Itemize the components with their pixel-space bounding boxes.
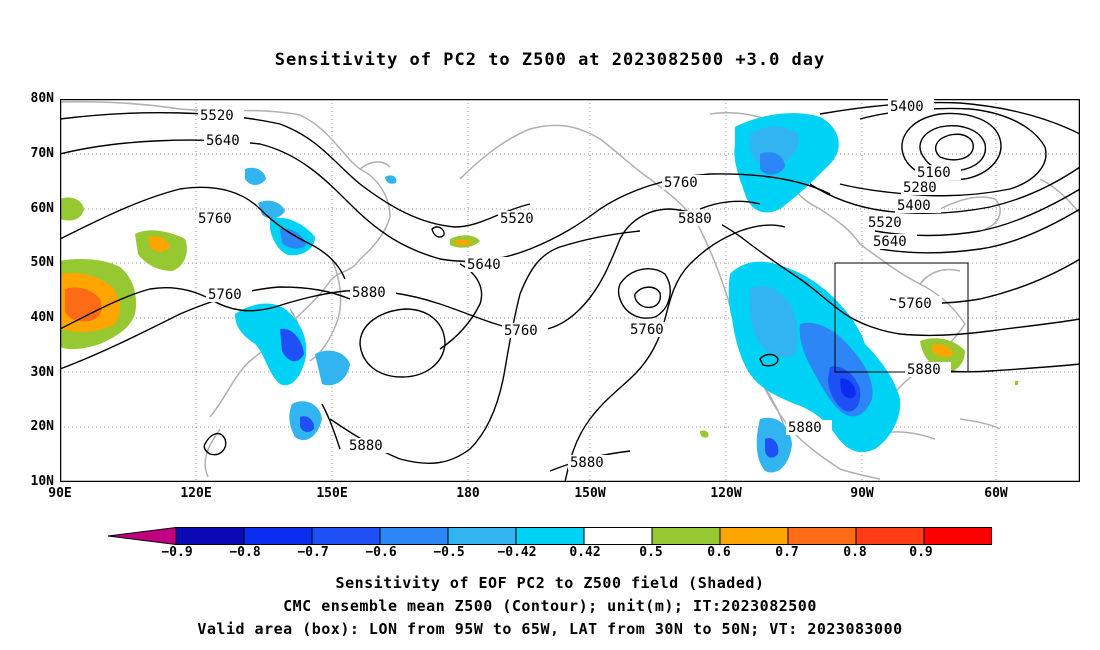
contour-label: 5880 bbox=[788, 420, 822, 436]
colorbar-tick-label: −0.7 bbox=[297, 545, 329, 560]
contour-label: 5880 bbox=[907, 362, 941, 378]
lon-label-60w: 60W bbox=[984, 486, 1008, 501]
map-frame bbox=[60, 99, 1080, 482]
contour-label: 5880 bbox=[570, 455, 604, 471]
colorbar-cell bbox=[175, 527, 245, 545]
lon-label-150e: 150E bbox=[316, 486, 348, 501]
colorbar bbox=[108, 527, 992, 545]
colorbar-cell bbox=[583, 527, 653, 545]
valid-area-box bbox=[834, 262, 969, 373]
contour-label: 5760 bbox=[630, 322, 664, 338]
colorbar-cell bbox=[108, 527, 177, 545]
lat-label-50n: 50N bbox=[30, 255, 54, 270]
lat-label-10n: 10N bbox=[30, 474, 54, 489]
lat-label-80n: 80N bbox=[30, 91, 54, 106]
lon-label-180: 180 bbox=[456, 486, 480, 501]
colorbar-tick-label: 0.6 bbox=[707, 545, 731, 560]
contour-label: 5160 bbox=[917, 165, 951, 181]
colorbar-tick-label: 0.8 bbox=[843, 545, 867, 560]
contour-label: 5880 bbox=[349, 438, 383, 454]
caption-line-3: Valid area (box): LON from 95W to 65W, L… bbox=[197, 620, 903, 638]
contour-label: 5640 bbox=[206, 133, 240, 149]
contour-label: 5880 bbox=[678, 211, 712, 227]
colorbar-cell bbox=[379, 527, 449, 545]
colorbar-cell bbox=[787, 527, 857, 545]
lat-label-30n: 30N bbox=[30, 365, 54, 380]
contour-label: 5760 bbox=[504, 323, 538, 339]
colorbar-tick-label: −0.9 bbox=[161, 545, 193, 560]
contour-label: 5400 bbox=[897, 198, 931, 214]
colorbar-tick-label: −0.5 bbox=[433, 545, 465, 560]
colorbar-cell bbox=[651, 527, 721, 545]
contour-label: 5880 bbox=[352, 285, 386, 301]
lon-label-150w: 150W bbox=[574, 486, 606, 501]
contour-label: 5760 bbox=[208, 287, 242, 303]
lat-label-40n: 40N bbox=[30, 310, 54, 325]
lat-label-60n: 60N bbox=[30, 201, 54, 216]
colorbar-cell bbox=[243, 527, 313, 545]
contour-label: 5520 bbox=[200, 108, 234, 124]
lon-label-90e: 90E bbox=[48, 486, 72, 501]
lon-label-90w: 90W bbox=[850, 486, 874, 501]
lon-label-120e: 120E bbox=[180, 486, 212, 501]
colorbar-tick-label: 0.9 bbox=[909, 545, 933, 560]
lat-label-70n: 70N bbox=[30, 146, 54, 161]
contour-label: 5280 bbox=[903, 180, 937, 196]
contour-labels: 5520 5640 5760 5760 5880 5760 5880 5520 … bbox=[196, 99, 961, 471]
shaded-sensitivity bbox=[60, 113, 1018, 473]
contour-label: 5640 bbox=[467, 257, 501, 273]
contour-label: 5760 bbox=[664, 175, 698, 191]
colorbar-tick-label: 0.42 bbox=[569, 545, 601, 560]
colorbar-tick-label: −0.6 bbox=[365, 545, 397, 560]
colorbar-tick-label: 0.7 bbox=[775, 545, 799, 560]
contour-label: 5760 bbox=[198, 211, 232, 227]
contour-label: 5400 bbox=[890, 99, 924, 115]
colorbar-cell bbox=[447, 527, 517, 545]
caption-line-1: Sensitivity of EOF PC2 to Z500 field (Sh… bbox=[335, 574, 765, 592]
colorbar-tick-label: −0.42 bbox=[497, 545, 537, 560]
z500-contours bbox=[60, 101, 1080, 482]
sensitivity-map: 5520 5640 5760 5760 5880 5760 5880 5520 … bbox=[60, 99, 1080, 482]
figure-title: Sensitivity of PC2 to Z500 at 2023082500… bbox=[274, 50, 826, 70]
contour-label: 5520 bbox=[500, 211, 534, 227]
contour-label: 5520 bbox=[868, 215, 902, 231]
colorbar-cell bbox=[719, 527, 789, 545]
colorbar-cell bbox=[923, 527, 992, 545]
colorbar-cell bbox=[311, 527, 381, 545]
colorbar-tick-label: 0.5 bbox=[639, 545, 663, 560]
lon-label-120w: 120W bbox=[710, 486, 742, 501]
lat-label-20n: 20N bbox=[30, 419, 54, 434]
colorbar-cell bbox=[515, 527, 585, 545]
colorbar-cell bbox=[855, 527, 925, 545]
contour-label: 5640 bbox=[873, 234, 907, 250]
caption-line-2: CMC ensemble mean Z500 (Contour); unit(m… bbox=[283, 597, 817, 615]
contour-label: 5760 bbox=[898, 296, 932, 312]
colorbar-tick-label: −0.8 bbox=[229, 545, 261, 560]
